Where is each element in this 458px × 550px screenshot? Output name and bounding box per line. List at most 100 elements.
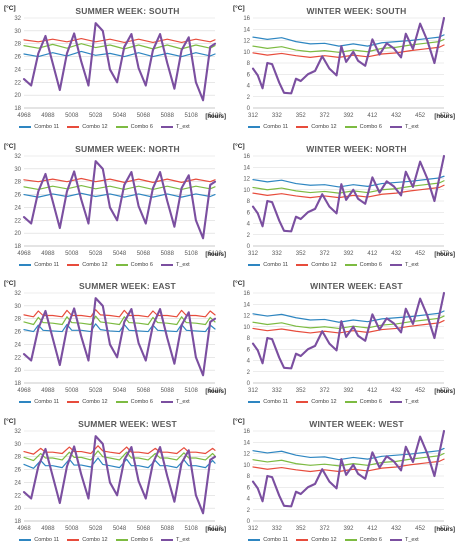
chart-panel-summer-week-east: 18 20 22 24 26 28 30 32 4968 4988 5008 5028 5048 5068… bbox=[0, 275, 229, 413]
series-line-t-ext bbox=[22, 159, 217, 239]
legend-swatch bbox=[344, 401, 357, 403]
y-tick-label: 24 bbox=[14, 342, 21, 348]
chart-title: WINTER WEEK: WEST bbox=[309, 418, 404, 429]
legend-item-combo-11: Combo 11 bbox=[248, 399, 288, 405]
y-tick-label: 6 bbox=[247, 347, 251, 353]
y-tick-label: 8 bbox=[247, 199, 251, 205]
legend-label: T_ext bbox=[404, 399, 419, 405]
legend-label: Combo 6 bbox=[130, 124, 153, 130]
y-tick-label: 20 bbox=[14, 368, 21, 374]
chart-panel-summer-week-west: 18 20 22 24 26 28 30 32 4968 4988 5008 5028 5048 5068… bbox=[0, 413, 229, 550]
x-tick-label: 332 bbox=[272, 251, 283, 257]
y-tick-label: 10 bbox=[243, 50, 250, 56]
series-line-combo-11 bbox=[252, 310, 445, 323]
series-line-combo-12 bbox=[23, 37, 216, 44]
legend-label: Combo 11 bbox=[34, 536, 60, 543]
legend-swatch bbox=[160, 263, 173, 266]
x-tick-label: 5088 bbox=[161, 251, 175, 257]
legend-swatch bbox=[344, 126, 357, 128]
legend-item-combo-12: Combo 12 bbox=[296, 399, 337, 405]
y-tick-label: 10 bbox=[243, 462, 250, 468]
legend-item-combo-6: Combo 6 bbox=[344, 262, 382, 268]
legend-swatch bbox=[389, 126, 402, 128]
x-tick-label: 5088 bbox=[161, 526, 175, 532]
legend-swatch bbox=[296, 538, 309, 541]
y-tick-label: 24 bbox=[14, 205, 21, 211]
legend: Combo 11 Combo 12 Combo 6 T_ext bbox=[239, 399, 428, 409]
x-tick-label: 4988 bbox=[41, 526, 55, 532]
series-line-combo-6 bbox=[23, 43, 216, 50]
x-tick-label: 432 bbox=[391, 113, 402, 119]
legend-label: Combo 12 bbox=[311, 399, 337, 405]
legend: Combo 11 Combo 12 Combo 6 T_ext bbox=[239, 262, 428, 272]
x-tick-label: 312 bbox=[248, 251, 259, 257]
chart-panel-summer-week-south: 18 20 22 24 26 28 30 32 4968 4988 5008 5028 5048 5068… bbox=[0, 0, 229, 138]
x-axis-unit-label: [hours] bbox=[205, 251, 226, 258]
x-tick-label: 5108 bbox=[184, 388, 198, 394]
y-tick-label: 28 bbox=[14, 179, 21, 185]
legend-label: Combo 11 bbox=[263, 261, 289, 268]
x-tick-label: 5068 bbox=[137, 251, 151, 257]
x-tick-label: 5108 bbox=[184, 113, 198, 119]
x-tick-label: 352 bbox=[296, 113, 307, 119]
legend-swatch bbox=[115, 401, 128, 403]
y-tick-label: 2 bbox=[247, 232, 251, 238]
y-tick-label: 26 bbox=[14, 330, 21, 336]
legend-swatch bbox=[389, 538, 402, 541]
legend-swatch bbox=[296, 401, 309, 403]
x-tick-label: 5108 bbox=[184, 251, 198, 257]
x-tick-label: 412 bbox=[367, 251, 378, 257]
y-tick-label: 20 bbox=[14, 231, 21, 237]
legend-label: T_ext bbox=[175, 399, 190, 405]
series-line-combo-12 bbox=[23, 444, 216, 455]
legend-item-combo-6: Combo 6 bbox=[344, 399, 382, 405]
y-tick-label: 22 bbox=[14, 80, 21, 86]
chart-title: WINTER WEEK: EAST bbox=[310, 281, 403, 291]
x-axis-unit-label: [hours] bbox=[434, 526, 455, 533]
x-tick-label: 5008 bbox=[65, 113, 79, 119]
chart-title: SUMMER WEEK: SOUTH bbox=[75, 6, 180, 16]
x-tick-label: 5128 bbox=[208, 526, 222, 532]
series-line-t-ext bbox=[251, 429, 446, 507]
x-tick-label: 412 bbox=[367, 113, 378, 119]
legend-swatch bbox=[160, 538, 173, 541]
y-axis-unit-label: [°C] bbox=[233, 5, 245, 12]
legend-swatch bbox=[19, 263, 32, 266]
x-tick-label: 5108 bbox=[184, 526, 198, 532]
y-tick-label: 12 bbox=[243, 176, 250, 182]
y-tick-label: 12 bbox=[243, 451, 250, 457]
series-line-t-ext bbox=[22, 22, 217, 102]
legend-label: Combo 11 bbox=[263, 399, 289, 405]
legend-item-combo-11: Combo 11 bbox=[248, 262, 288, 268]
legend-swatch bbox=[344, 538, 357, 541]
legend-item-combo-11: Combo 11 bbox=[248, 537, 288, 543]
y-tick-label: 26 bbox=[14, 467, 21, 473]
y-tick-label: 28 bbox=[14, 454, 21, 460]
legend-item-combo-12: Combo 12 bbox=[67, 124, 108, 130]
series-line-t-ext bbox=[251, 291, 446, 370]
x-tick-label: 5028 bbox=[89, 526, 103, 532]
x-tick-label: 452 bbox=[415, 388, 426, 394]
legend-swatch bbox=[115, 538, 128, 541]
x-tick-label: 432 bbox=[391, 251, 402, 257]
chart-panel-winter-week-north: 0 2 4 6 8 10 12 14 16 312 332 352 372 392 412 432 452 472… bbox=[229, 138, 458, 276]
series-line-combo-12 bbox=[252, 184, 445, 198]
y-tick-label: 6 bbox=[247, 210, 251, 216]
legend-label: Combo 6 bbox=[130, 399, 153, 405]
legend-item-t-ext: T_ext bbox=[389, 537, 419, 543]
y-axis-unit-label: [°C] bbox=[4, 417, 16, 425]
y-tick-label: 32 bbox=[14, 16, 21, 22]
legend: Combo 11 Combo 12 Combo 6 T_ext bbox=[239, 537, 428, 547]
y-tick-label: 14 bbox=[243, 440, 250, 446]
x-axis-unit-label: [hours] bbox=[434, 389, 455, 395]
legend-swatch bbox=[19, 401, 32, 403]
chart-title: WINTER WEEK: NORTH bbox=[306, 143, 407, 154]
y-axis-unit-label: [°C] bbox=[4, 280, 16, 287]
legend: Combo 11 Combo 12 Combo 6 T_ext bbox=[10, 537, 199, 547]
y-tick-label: 4 bbox=[247, 84, 251, 90]
y-axis-unit-label: [°C] bbox=[4, 5, 16, 12]
series-line-t-ext bbox=[22, 434, 217, 514]
legend-swatch bbox=[389, 401, 402, 403]
y-tick-label: 18 bbox=[14, 381, 21, 387]
x-tick-label: 392 bbox=[343, 388, 354, 394]
